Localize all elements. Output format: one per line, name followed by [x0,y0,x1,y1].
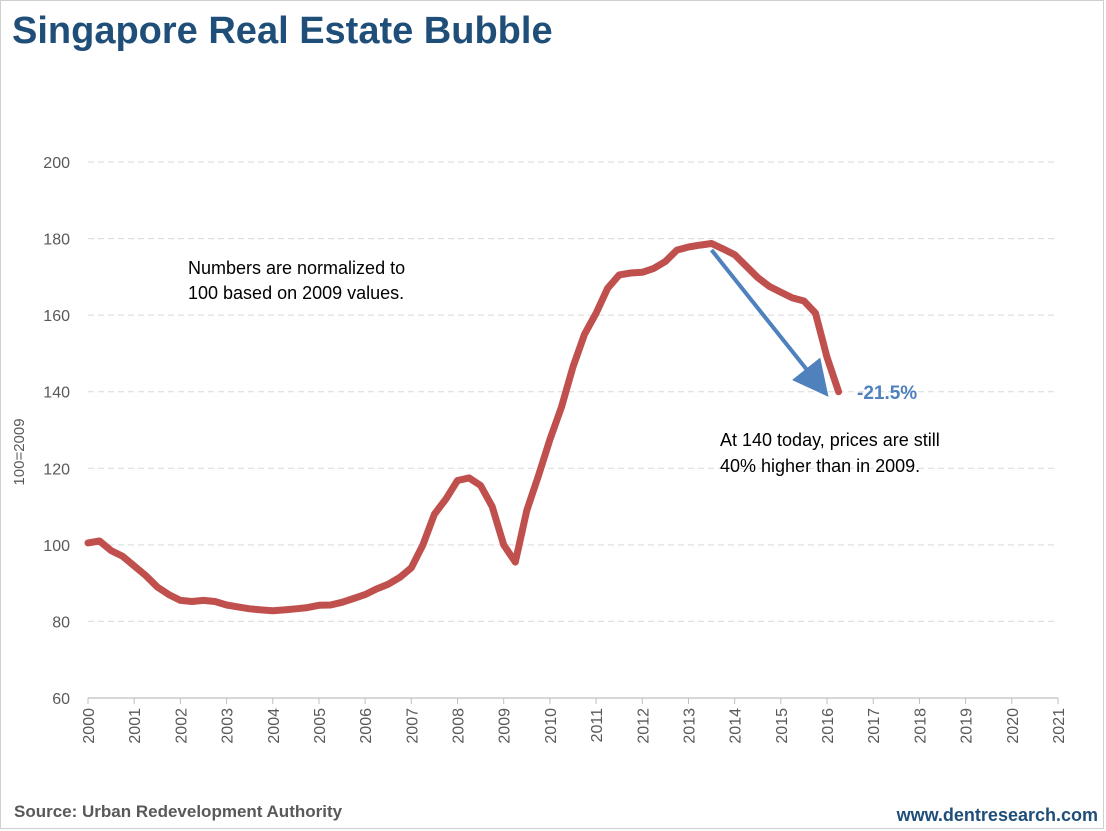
y-tick-label: 160 [43,308,70,325]
x-tick-label: 2006 [358,708,375,744]
y-tick-label: 120 [43,461,70,478]
y-axis-label: 100=2009 [11,418,28,485]
series-line [84,240,843,615]
y-tick-label: 100 [43,538,70,555]
x-tick-label: 2007 [404,708,421,744]
x-tick-label: 2001 [127,708,144,744]
gridlines [88,161,1058,622]
y-tick-label: 60 [52,691,70,708]
y-axis-ticks: 60 80 100 120 140 160 180 200 [43,155,70,708]
x-tick-label: 2014 [728,708,745,744]
website-link[interactable]: www.dentresearch.com [896,805,1098,825]
x-tick-label: 2017 [866,708,883,744]
source-note: Source: Urban Redevelopment Authority [14,802,343,821]
y-tick-label: 200 [43,155,70,172]
x-tick-label: 2020 [1005,708,1022,744]
annotation-normalized-line-2: 100 based on 2009 values. [188,283,404,303]
x-tick-label: 2012 [635,708,652,744]
annotation-normalized-line-1: Numbers are normalized to [188,258,405,278]
x-tick-label: 2010 [543,708,560,744]
x-tick-label: 2000 [81,708,98,744]
x-tick-label: 2016 [820,708,837,744]
y-tick-label: 140 [43,385,70,402]
x-tick-label: 2005 [312,708,329,744]
chart-title: Singapore Real Estate Bubble [12,10,553,52]
annotation-today-line-1: At 140 today, prices are still [720,430,940,450]
series-layer [84,240,843,615]
y-tick-label: 80 [52,614,70,631]
x-tick-label: 2021 [1051,708,1068,744]
annotation-today-line-2: 40% higher than in 2009. [720,456,920,476]
x-tick-label: 2004 [266,708,283,744]
y-tick-label: 180 [43,232,70,249]
x-tick-label: 2003 [220,708,237,744]
decline-percent-label: -21.5% [857,383,917,404]
decline-arrow [710,248,829,397]
x-tick-label: 2008 [451,708,468,744]
x-tick-label: 2015 [774,708,791,744]
x-tick-label: 2019 [959,708,976,744]
x-tick-label: 2009 [497,708,514,744]
x-tick-label: 2013 [681,708,698,744]
x-tick-label: 2011 [589,708,606,743]
x-tick-label: 2002 [173,708,190,744]
x-axis-ticks: 2000 2001 2002 2003 2004 2005 2006 2007 2008 2009… [81,698,1068,744]
x-tick-label: 2018 [912,708,929,744]
